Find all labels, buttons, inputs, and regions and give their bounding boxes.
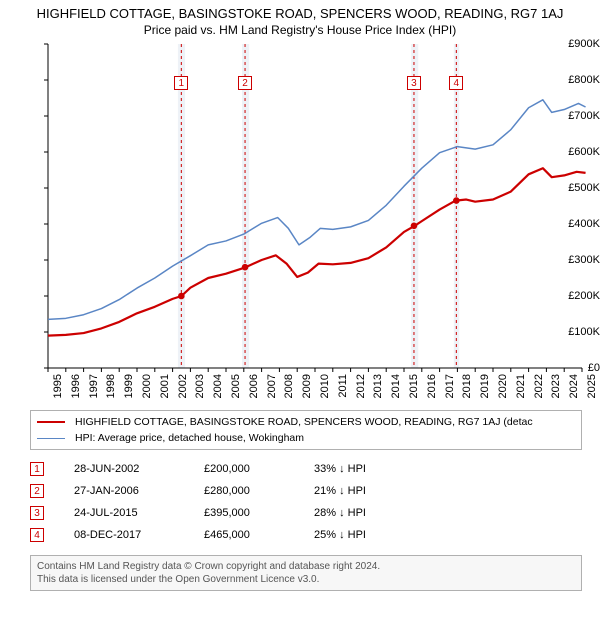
- x-tick-label: 2010: [319, 374, 331, 398]
- x-tick-label: 1998: [105, 374, 117, 398]
- legend-swatch: [37, 438, 65, 439]
- x-tick-label: 2025: [586, 374, 598, 398]
- x-tick-label: 2019: [479, 374, 491, 398]
- x-tick-label: 2008: [283, 374, 295, 398]
- x-tick-label: 1995: [52, 374, 64, 398]
- footer-attribution: Contains HM Land Registry data © Crown c…: [30, 555, 582, 591]
- sales-price: £395,000: [204, 507, 314, 519]
- x-tick-label: 2006: [248, 374, 260, 398]
- footer-line-1: Contains HM Land Registry data © Crown c…: [37, 560, 575, 573]
- legend-label: HPI: Average price, detached house, Woki…: [75, 432, 304, 444]
- sales-diff: 33% ↓ HPI: [314, 463, 414, 475]
- x-tick-label: 1999: [123, 374, 135, 398]
- legend-swatch: [37, 421, 65, 423]
- sales-row: 4 08-DEC-2017£465,00025% ↓ HPI: [30, 524, 414, 546]
- legend: HIGHFIELD COTTAGE, BASINGSTOKE ROAD, SPE…: [30, 410, 582, 450]
- sales-date: 24-JUL-2015: [74, 507, 204, 519]
- sales-price: £280,000: [204, 485, 314, 497]
- x-tick-label: 2014: [390, 374, 402, 398]
- x-tick-label: 1997: [88, 374, 100, 398]
- sales-date: 27-JAN-2006: [74, 485, 204, 497]
- x-tick-label: 2017: [444, 374, 456, 398]
- legend-label: HIGHFIELD COTTAGE, BASINGSTOKE ROAD, SPE…: [75, 416, 533, 428]
- x-tick-label: 2016: [426, 374, 438, 398]
- x-tick-label: 2005: [230, 374, 242, 398]
- sales-price: £465,000: [204, 529, 314, 541]
- sales-date: 08-DEC-2017: [74, 529, 204, 541]
- chart-plot: [48, 44, 582, 368]
- sales-row: 3 24-JUL-2015£395,00028% ↓ HPI: [30, 502, 414, 524]
- sales-diff: 21% ↓ HPI: [314, 485, 414, 497]
- sales-date: 28-JUN-2002: [74, 463, 204, 475]
- x-tick-label: 2015: [408, 374, 420, 398]
- x-tick-label: 2012: [355, 374, 367, 398]
- chart-title: HIGHFIELD COTTAGE, BASINGSTOKE ROAD, SPE…: [0, 0, 600, 21]
- footer-line-2: This data is licensed under the Open Gov…: [37, 573, 575, 586]
- sales-row-marker: 4: [30, 528, 44, 542]
- x-tick-label: 2011: [337, 374, 349, 398]
- x-tick-label: 2013: [372, 374, 384, 398]
- legend-item: HPI: Average price, detached house, Woki…: [37, 430, 575, 446]
- sales-row: 1 28-JUN-2002£200,00033% ↓ HPI: [30, 458, 414, 480]
- sale-marker-2: 2: [238, 76, 252, 90]
- sales-price: £200,000: [204, 463, 314, 475]
- x-tick-label: 2003: [194, 374, 206, 398]
- x-tick-label: 1996: [70, 374, 82, 398]
- x-tick-label: 2002: [177, 374, 189, 398]
- x-tick-label: 2022: [533, 374, 545, 398]
- chart-subtitle: Price paid vs. HM Land Registry's House …: [0, 21, 600, 41]
- chart-container: HIGHFIELD COTTAGE, BASINGSTOKE ROAD, SPE…: [0, 0, 600, 620]
- sales-row: 2 27-JAN-2006£280,00021% ↓ HPI: [30, 480, 414, 502]
- x-tick-label: 2024: [568, 374, 580, 398]
- x-tick-label: 2001: [159, 374, 171, 398]
- sales-row-marker: 2: [30, 484, 44, 498]
- x-tick-label: 2018: [461, 374, 473, 398]
- x-tick-label: 2000: [141, 374, 153, 398]
- sale-marker-3: 3: [407, 76, 421, 90]
- sales-row-marker: 1: [30, 462, 44, 476]
- x-tick-label: 2020: [497, 374, 509, 398]
- x-tick-label: 2009: [301, 374, 313, 398]
- x-tick-label: 2007: [266, 374, 278, 398]
- sales-diff: 25% ↓ HPI: [314, 529, 414, 541]
- sale-marker-4: 4: [449, 76, 463, 90]
- x-tick-label: 2023: [550, 374, 562, 398]
- x-tick-label: 2021: [515, 374, 527, 398]
- sale-marker-1: 1: [174, 76, 188, 90]
- legend-item: HIGHFIELD COTTAGE, BASINGSTOKE ROAD, SPE…: [37, 414, 575, 430]
- sales-row-marker: 3: [30, 506, 44, 520]
- x-tick-label: 2004: [212, 374, 224, 398]
- sales-table: 1 28-JUN-2002£200,00033% ↓ HPI 2 27-JAN-200…: [30, 458, 414, 546]
- sales-diff: 28% ↓ HPI: [314, 507, 414, 519]
